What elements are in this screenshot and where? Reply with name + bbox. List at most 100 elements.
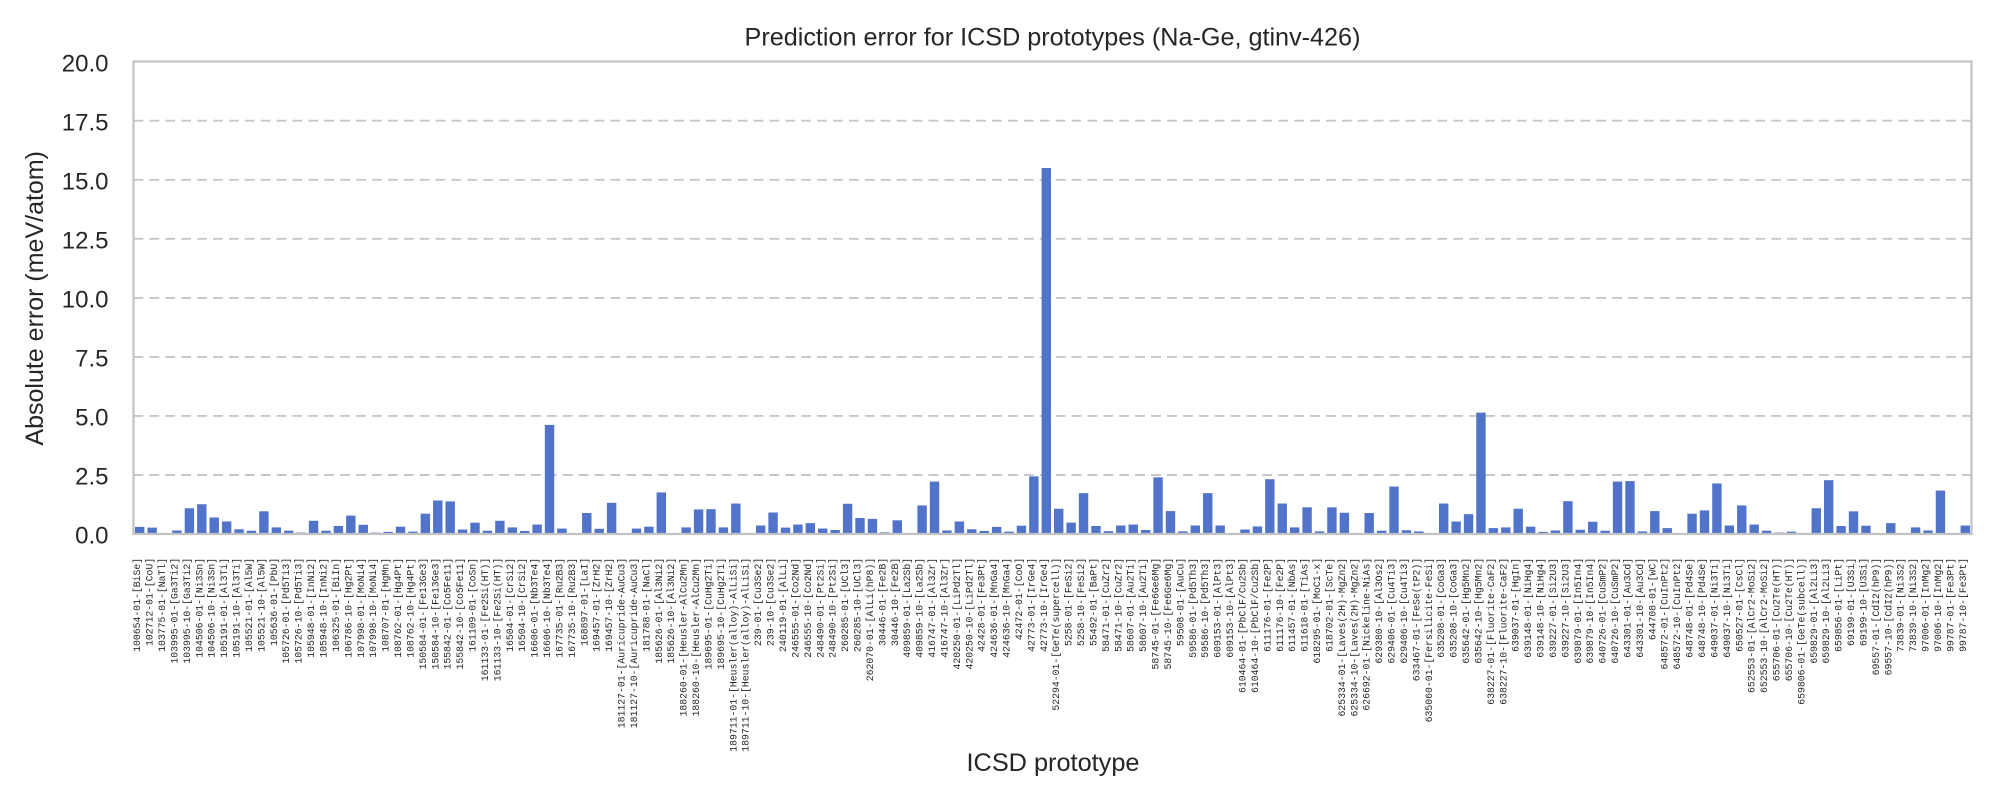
- svg-text:626692-01-[Nickeline-NiAs]: 626692-01-[Nickeline-NiAs]: [1362, 558, 1373, 711]
- svg-text:625334-10-[Laves(2H)-MgZn2]: 625334-10-[Laves(2H)-MgZn2]: [1349, 558, 1360, 717]
- svg-text:58745-10-[Fe6Ge6Mg]: 58745-10-[Fe6Ge6Mg]: [1163, 558, 1174, 670]
- svg-text:69557-10-[CdI2(hP9)]: 69557-10-[CdI2(hP9)]: [1883, 558, 1894, 676]
- svg-text:161109-01-[CoSn]: 161109-01-[CoSn]: [468, 558, 479, 652]
- svg-text:260285-10-[UCl3]: 260285-10-[UCl3]: [853, 558, 864, 652]
- svg-text:416747-10-[Al3Zr]: 416747-10-[Al3Zr]: [939, 558, 950, 658]
- svg-text:260285-01-[UCl3]: 260285-01-[UCl3]: [840, 558, 851, 652]
- svg-text:635642-01-[Hg5Mn2]: 635642-01-[Hg5Mn2]: [1461, 558, 1472, 664]
- svg-text:246555-10-[Co2Nd]: 246555-10-[Co2Nd]: [803, 558, 814, 658]
- svg-text:659829-10-[Al2Li3]: 659829-10-[Al2Li3]: [1821, 558, 1832, 664]
- svg-text:55492-01-[BaPt]: 55492-01-[BaPt]: [1088, 558, 1099, 646]
- svg-text:611457-01-[NbAs]: 611457-01-[NbAs]: [1287, 558, 1298, 652]
- svg-text:99787-01-[Fe3Pt]: 99787-01-[Fe3Pt]: [1945, 558, 1956, 652]
- svg-text:659829-01-[Al2Li3]: 659829-01-[Al2Li3]: [1809, 558, 1820, 664]
- svg-text:107998-01-[MoNi4]: 107998-01-[MoNi4]: [356, 558, 367, 658]
- svg-text:649037-10-[Ni3Ti]: 649037-10-[Ni3Ti]: [1722, 558, 1733, 658]
- svg-text:420250-01-[LiPd2Tl]: 420250-01-[LiPd2Tl]: [952, 558, 963, 670]
- svg-text:150584-01-[Fe13Ge3]: 150584-01-[Fe13Ge3]: [418, 558, 429, 670]
- svg-text:635208-01-[CoGa3]: 635208-01-[CoGa3]: [1436, 558, 1447, 658]
- svg-text:189695-01-[CuHg2Ti]: 189695-01-[CuHg2Ti]: [703, 558, 714, 670]
- svg-text:648572-10-[CuInPt2]: 648572-10-[CuInPt2]: [1672, 558, 1683, 670]
- svg-text:105948-10-[InNi2]: 105948-10-[InNi2]: [318, 558, 329, 658]
- svg-text:106325-01-[BiIn]: 106325-01-[BiIn]: [331, 558, 342, 652]
- svg-text:633467-01-[FeSe(tP2)]: 633467-01-[FeSe(tP2)]: [1411, 558, 1422, 681]
- svg-text:609153-10-[AlPt3]: 609153-10-[AlPt3]: [1225, 558, 1236, 658]
- svg-text:611176-01-[Fe2P]: 611176-01-[Fe2P]: [1262, 558, 1273, 652]
- svg-text:188260-01-[Heusler-AlCu2Mn]: 188260-01-[Heusler-AlCu2Mn]: [679, 558, 690, 717]
- svg-text:104506-10-[Ni3Sn]: 104506-10-[Ni3Sn]: [207, 558, 218, 658]
- svg-text:643301-10-[Au3Cd]: 643301-10-[Au3Cd]: [1635, 558, 1646, 658]
- svg-text:58745-01-[Fe6Ge6Mg]: 58745-01-[Fe6Ge6Mg]: [1151, 558, 1162, 670]
- svg-text:639037-01-[HgIn]: 639037-01-[HgIn]: [1511, 558, 1522, 652]
- svg-text:618295-01-[MoC1-x]: 618295-01-[MoC1-x]: [1312, 558, 1323, 664]
- svg-text:58607-01-[Au2Ti]: 58607-01-[Au2Ti]: [1126, 558, 1137, 652]
- svg-text:610464-01-[PbClF/Cu2Sb]: 610464-01-[PbClF/Cu2Sb]: [1237, 558, 1248, 693]
- svg-text:185626-01-[Al3Ni2]: 185626-01-[Al3Ni2]: [654, 558, 665, 664]
- svg-text:629406-01-[Cu4Ti3]: 629406-01-[Cu4Ti3]: [1387, 558, 1398, 664]
- svg-text:5258-10-[FeSi2]: 5258-10-[FeSi2]: [1076, 558, 1087, 646]
- svg-text:59586-10-[Pd5Th3]: 59586-10-[Pd5Th3]: [1200, 558, 1211, 658]
- svg-text:629380-10-[Al3Os2]: 629380-10-[Al3Os2]: [1374, 558, 1385, 664]
- svg-text:640726-10-[CuSmP2]: 640726-10-[CuSmP2]: [1610, 558, 1621, 664]
- svg-text:103775-01-[NaTl]: 103775-01-[NaTl]: [157, 558, 168, 652]
- svg-text:58471-10-[CuZr2]: 58471-10-[CuZr2]: [1113, 558, 1124, 652]
- svg-text:420250-10-[LiPd2Tl]: 420250-10-[LiPd2Tl]: [964, 558, 975, 670]
- svg-text:105521-01-[Al5W]: 105521-01-[Al5W]: [244, 558, 255, 652]
- svg-text:108707-01-[HgMn]: 108707-01-[HgMn]: [381, 558, 392, 652]
- svg-text:58607-10-[Au2Ti]: 58607-10-[Au2Ti]: [1138, 558, 1149, 652]
- svg-text:635642-10-[Hg5Mn2]: 635642-10-[Hg5Mn2]: [1473, 558, 1484, 664]
- svg-text:42472-01-[CoO]: 42472-01-[CoO]: [1014, 558, 1025, 640]
- svg-text:169457-01-[ZrH2]: 169457-01-[ZrH2]: [592, 558, 603, 652]
- svg-text:161133-01-[Fe2Si(HT)]: 161133-01-[Fe2Si(HT)]: [480, 558, 491, 681]
- svg-text:189711-10-[Heusler(alloy)-AlLi: 189711-10-[Heusler(alloy)-AlLiSi]: [741, 558, 752, 752]
- svg-text:644708-01-[WC]: 644708-01-[WC]: [1647, 558, 1658, 640]
- svg-text:625334-01-[Laves(2H)-MgZn2]: 625334-01-[Laves(2H)-MgZn2]: [1337, 558, 1348, 717]
- svg-text:59508-01-[AuCu]: 59508-01-[AuCu]: [1175, 558, 1186, 646]
- svg-text:181127-10-[Auricupride-AuCu3]: 181127-10-[Auricupride-AuCu3]: [629, 558, 640, 729]
- svg-text:189695-10-[CuHg2Ti]: 189695-10-[CuHg2Ti]: [716, 558, 727, 670]
- svg-text:611176-10-[Fe2P]: 611176-10-[Fe2P]: [1275, 558, 1286, 652]
- svg-text:639148-01-[NiHg4]: 639148-01-[NiHg4]: [1523, 558, 1534, 658]
- svg-text:105191-01-[Al3Ti]: 105191-01-[Al3Ti]: [219, 558, 230, 658]
- svg-text:652553-10-[AlCr2-MoSi2]: 652553-10-[AlCr2-MoSi2]: [1759, 558, 1770, 693]
- svg-text:Absolute error (meV/atom): Absolute error (meV/atom): [21, 151, 49, 446]
- svg-text:69199-10-[U3Si]: 69199-10-[U3Si]: [1858, 558, 1869, 646]
- svg-text:52294-01-[GeTe(supercell)]: 52294-01-[GeTe(supercell)]: [1051, 558, 1062, 711]
- svg-text:635060-01-[Fersilicite-FeSi]: 635060-01-[Fersilicite-FeSi]: [1424, 558, 1435, 723]
- svg-text:16504-10-[CrSi2]: 16504-10-[CrSi2]: [517, 558, 528, 652]
- svg-text:246555-01-[Co2Nd]: 246555-01-[Co2Nd]: [790, 558, 801, 658]
- svg-text:97006-01-[InMg2]: 97006-01-[InMg2]: [1921, 558, 1932, 652]
- svg-text:239-01-[Cu3Se2]: 239-01-[Cu3Se2]: [753, 558, 764, 646]
- svg-text:416747-01-[Al3Zr]: 416747-01-[Al3Zr]: [927, 558, 938, 658]
- svg-text:99787-10-[Fe3Pt]: 99787-10-[Fe3Pt]: [1958, 558, 1969, 652]
- svg-text:167735-01-[Ru2B3]: 167735-01-[Ru2B3]: [554, 558, 565, 658]
- svg-text:618702-01-[ScTe]: 618702-01-[ScTe]: [1324, 558, 1335, 652]
- svg-text:655706-10-[Cu2Te(HT)]: 655706-10-[Cu2Te(HT)]: [1784, 558, 1795, 681]
- svg-text:16504-01-[CrSi2]: 16504-01-[CrSi2]: [505, 558, 516, 652]
- svg-text:639227-10-[Si2U3]: 639227-10-[Si2U3]: [1560, 558, 1571, 658]
- svg-text:2.5: 2.5: [75, 464, 108, 491]
- svg-text:424636-01-[MnGa4]: 424636-01-[MnGa4]: [989, 558, 1000, 658]
- svg-text:409859-01-[La2Sb]: 409859-01-[La2Sb]: [902, 558, 913, 658]
- svg-text:107998-10-[MoNi4]: 107998-10-[MoNi4]: [368, 558, 379, 658]
- svg-text:103995-10-[Ga3Ti2]: 103995-10-[Ga3Ti2]: [182, 558, 193, 664]
- svg-text:16606-10-[Nb3Te4]: 16606-10-[Nb3Te4]: [542, 558, 553, 658]
- svg-text:ICSD prototype: ICSD prototype: [967, 749, 1140, 777]
- svg-text:97006-10-[InMg2]: 97006-10-[InMg2]: [1933, 558, 1944, 652]
- svg-text:58471-01-[CuZr2]: 58471-01-[CuZr2]: [1101, 558, 1112, 652]
- svg-text:240119-01-[AlLi]: 240119-01-[AlLi]: [778, 558, 789, 652]
- svg-text:30446-01-[Fe2B]: 30446-01-[Fe2B]: [877, 558, 888, 646]
- svg-text:69199-01-[U3Si]: 69199-01-[U3Si]: [1846, 558, 1857, 646]
- svg-text:161133-10-[Fe2Si(HT)]: 161133-10-[Fe2Si(HT)]: [492, 558, 503, 681]
- svg-text:185626-10-[Al3Ni2]: 185626-10-[Al3Ni2]: [666, 558, 677, 664]
- svg-text:629406-10-[Cu4Ti3]: 629406-10-[Cu4Ti3]: [1399, 558, 1410, 664]
- svg-text:655706-01-[Cu2Te(HT)]: 655706-01-[Cu2Te(HT)]: [1772, 558, 1783, 681]
- svg-text:7.5: 7.5: [75, 346, 108, 373]
- svg-text:248490-01-[Pt2Si]: 248490-01-[Pt2Si]: [815, 558, 826, 658]
- svg-text:409859-10-[La2Sb]: 409859-10-[La2Sb]: [915, 558, 926, 658]
- svg-text:652553-01-[AlCr2-MoSi2]: 652553-01-[AlCr2-MoSi2]: [1747, 558, 1758, 693]
- svg-text:100654-01-[BiSe]: 100654-01-[BiSe]: [132, 558, 143, 652]
- svg-text:17.5: 17.5: [62, 109, 109, 136]
- svg-text:108762-01-[Hg4Pt]: 108762-01-[Hg4Pt]: [393, 558, 404, 658]
- svg-text:167735-10-[Ru2B3]: 167735-10-[Ru2B3]: [567, 558, 578, 658]
